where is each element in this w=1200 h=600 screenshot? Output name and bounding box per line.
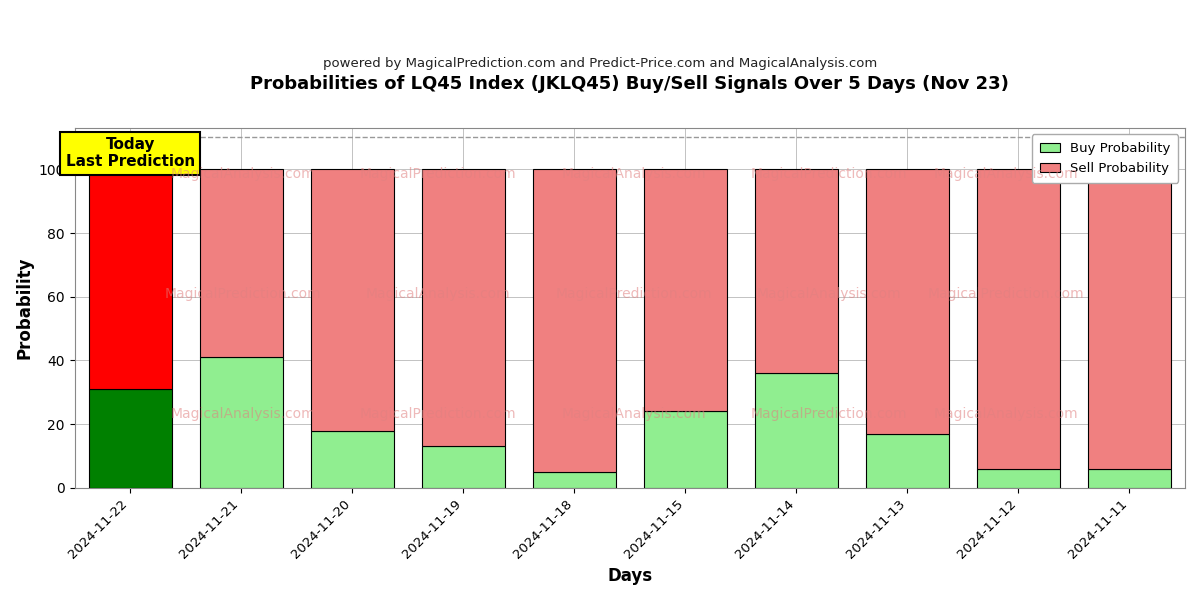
Text: MagicalPrediction.com: MagicalPrediction.com: [750, 407, 907, 421]
Text: MagicalPrediction.com: MagicalPrediction.com: [556, 287, 712, 301]
Bar: [1088, 469, 1171, 488]
Bar: [977, 169, 1060, 469]
Text: MagicalAnalysis.com: MagicalAnalysis.com: [756, 287, 901, 301]
Bar: [89, 169, 172, 389]
Bar: [421, 169, 505, 446]
Bar: [755, 169, 838, 373]
Text: MagicalAnalysis.com: MagicalAnalysis.com: [170, 407, 316, 421]
Text: MagicalPrediction.com: MagicalPrediction.com: [750, 167, 907, 181]
Y-axis label: Probability: Probability: [16, 257, 34, 359]
Bar: [533, 169, 616, 472]
Text: MagicalAnalysis.com: MagicalAnalysis.com: [562, 167, 706, 181]
X-axis label: Days: Days: [607, 567, 653, 585]
Legend: Buy Probability, Sell Probability: Buy Probability, Sell Probability: [1032, 134, 1178, 183]
Bar: [643, 412, 727, 488]
Text: MagicalAnalysis.com: MagicalAnalysis.com: [934, 407, 1078, 421]
Text: MagicalPrediction.com: MagicalPrediction.com: [928, 287, 1084, 301]
Text: MagicalAnalysis.com: MagicalAnalysis.com: [934, 167, 1078, 181]
Bar: [89, 389, 172, 488]
Bar: [865, 434, 949, 488]
Bar: [755, 373, 838, 488]
Bar: [199, 169, 283, 357]
Bar: [311, 169, 394, 431]
Bar: [533, 472, 616, 488]
Bar: [311, 431, 394, 488]
Bar: [199, 357, 283, 488]
Bar: [977, 469, 1060, 488]
Text: Today
Last Prediction: Today Last Prediction: [66, 137, 194, 169]
Title: Probabilities of LQ45 Index (JKLQ45) Buy/Sell Signals Over 5 Days (Nov 23): Probabilities of LQ45 Index (JKLQ45) Buy…: [251, 75, 1009, 93]
Text: MagicalAnalysis.com: MagicalAnalysis.com: [170, 167, 316, 181]
Bar: [865, 169, 949, 434]
Text: MagicalAnalysis.com: MagicalAnalysis.com: [562, 407, 706, 421]
Text: MagicalPrediction.com: MagicalPrediction.com: [360, 167, 517, 181]
Bar: [1088, 169, 1171, 469]
Text: MagicalPrediction.com: MagicalPrediction.com: [164, 287, 322, 301]
Text: powered by MagicalPrediction.com and Predict-Price.com and MagicalAnalysis.com: powered by MagicalPrediction.com and Pre…: [323, 56, 877, 70]
Text: MagicalPrediction.com: MagicalPrediction.com: [360, 407, 517, 421]
Bar: [421, 446, 505, 488]
Bar: [643, 169, 727, 412]
Text: MagicalAnalysis.com: MagicalAnalysis.com: [366, 287, 511, 301]
